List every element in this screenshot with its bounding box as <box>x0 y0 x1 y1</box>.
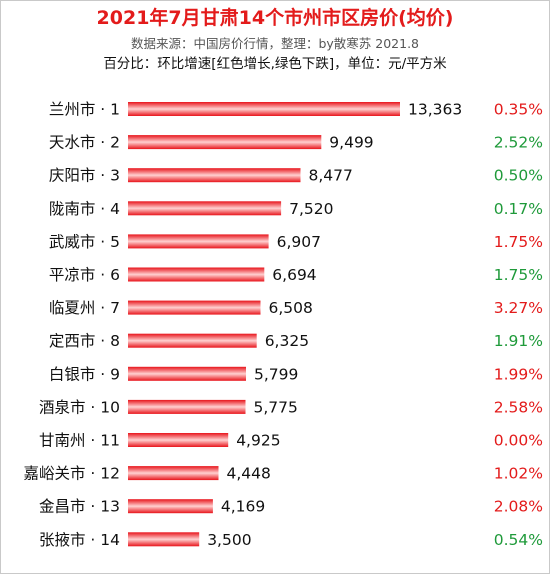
bar <box>128 267 265 282</box>
change-label: 0.00% <box>494 432 543 450</box>
value-label: 5,775 <box>254 398 298 416</box>
value-label: 4,169 <box>221 498 265 516</box>
change-label: 1.91% <box>494 332 543 350</box>
value-label: 4,925 <box>236 432 280 450</box>
category-label: 金昌市 · 13 <box>39 498 120 516</box>
value-label: 6,508 <box>269 299 313 317</box>
value-label: 5,799 <box>254 365 298 383</box>
change-label: 3.27% <box>494 299 543 317</box>
category-label: 临夏州 · 7 <box>49 299 120 317</box>
chart-title: 2021年7月甘肃14个市州市区房价(均价) <box>96 7 454 29</box>
value-label: 3,500 <box>207 531 251 549</box>
category-label: 甘南州 · 11 <box>39 432 120 450</box>
category-label: 酒泉市 · 10 <box>39 398 120 416</box>
chart-subtitle: 数据来源：中国房价行情，整理：by散寒苏 2021.8 <box>130 36 420 51</box>
bar <box>128 399 246 414</box>
bar <box>128 168 301 183</box>
change-label: 0.54% <box>494 531 543 549</box>
bar <box>128 234 269 249</box>
category-label: 武威市 · 5 <box>49 233 120 251</box>
change-label: 2.58% <box>494 398 543 416</box>
category-label: 嘉峪关市 · 12 <box>23 465 120 483</box>
change-label: 1.99% <box>494 365 543 383</box>
value-label: 6,325 <box>265 332 309 350</box>
change-label: 1.75% <box>494 233 543 251</box>
category-label: 天水市 · 2 <box>49 134 120 152</box>
bar <box>128 366 246 381</box>
bar <box>128 102 400 116</box>
change-label: 2.08% <box>494 498 543 516</box>
value-label: 7,520 <box>289 200 333 218</box>
bar <box>128 135 322 150</box>
change-label: 1.75% <box>494 266 543 284</box>
value-label: 8,477 <box>309 167 353 185</box>
value-label: 9,499 <box>329 134 373 152</box>
value-label: 6,694 <box>272 266 316 284</box>
category-label: 平凉市 · 6 <box>49 266 120 284</box>
value-label: 6,907 <box>277 233 321 251</box>
value-label: 13,363 <box>408 101 462 119</box>
bar <box>128 532 200 547</box>
change-label: 0.17% <box>494 200 543 218</box>
bar <box>128 466 219 481</box>
category-label: 兰州市 · 1 <box>49 101 120 119</box>
bar <box>128 300 261 315</box>
change-label: 2.52% <box>494 134 543 152</box>
category-label: 庆阳市 · 3 <box>49 167 120 185</box>
category-label: 陇南市 · 4 <box>49 200 120 218</box>
bar <box>128 433 229 447</box>
value-label: 4,448 <box>227 465 271 483</box>
category-label: 定西市 · 8 <box>49 332 120 350</box>
chart-note: 百分比：环比增速[红色增长,绿色下跌]，单位：元/平方米 <box>103 56 447 72</box>
bar <box>128 201 282 216</box>
change-label: 0.50% <box>494 167 543 185</box>
bar <box>128 333 257 348</box>
change-label: 0.35% <box>494 101 543 119</box>
category-label: 白银市 · 9 <box>49 365 120 383</box>
bar <box>128 499 213 514</box>
change-label: 1.02% <box>494 465 543 483</box>
category-label: 张掖市 · 14 <box>39 531 120 549</box>
